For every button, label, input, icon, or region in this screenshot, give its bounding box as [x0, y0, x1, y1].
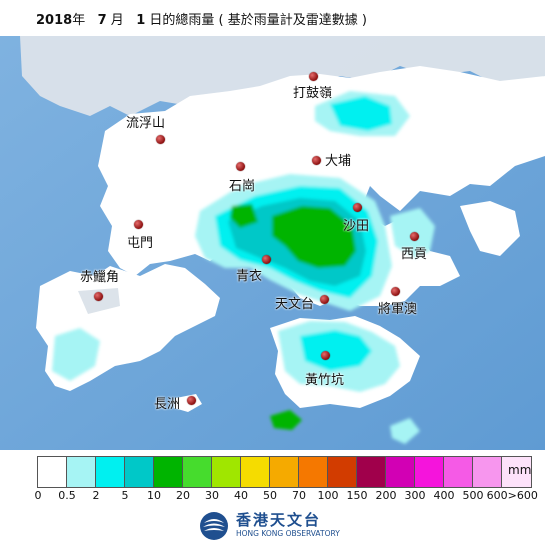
legend-swatch	[96, 457, 125, 487]
legend-tick-label: 300	[404, 489, 426, 502]
title-month: 7	[97, 13, 107, 28]
legend-tick-label: 100	[317, 489, 339, 502]
station-marker-observatory[interactable]	[320, 295, 329, 304]
map-title: 2018年 7 月 1 日的總雨量 ( 基於雨量計及雷達數據 )	[36, 9, 367, 28]
station-marker-tsing-yi[interactable]	[262, 255, 271, 264]
legend-swatch	[38, 457, 67, 487]
legend-tick-label: 40	[234, 489, 248, 502]
observatory-logo-icon	[200, 512, 228, 540]
title-rest: 日的總雨量 ( 基於雨量計及雷達數據 )	[149, 13, 367, 28]
legend-tick-label: 30	[205, 489, 219, 502]
legend-swatch	[444, 457, 473, 487]
place-label-sha-tin: 沙田	[343, 219, 370, 234]
station-marker-shek-kong[interactable]	[236, 162, 245, 171]
legend-swatch	[241, 457, 270, 487]
legend-tick-label: 50	[263, 489, 277, 502]
rain-2-island	[300, 330, 372, 371]
rainfall-map	[0, 36, 545, 450]
rain-light-south	[390, 418, 420, 444]
legend-swatch	[473, 457, 502, 487]
legend-swatch	[386, 457, 415, 487]
station-marker-sha-tin[interactable]	[353, 203, 362, 212]
rain-10-nt	[272, 206, 356, 268]
place-label-observatory: 天文台	[275, 297, 315, 312]
legend-swatch	[67, 457, 96, 487]
rainfall-overlay	[52, 91, 435, 444]
legend-swatch	[125, 457, 154, 487]
station-marker-tuen-mun[interactable]	[134, 220, 143, 229]
hko-logo: 香港天文台 HONG KONG OBSERVATORY	[196, 508, 356, 544]
station-marker-wong-chuk-hang[interactable]	[321, 351, 330, 360]
place-label-tseung-kwan-o: 將軍澳	[378, 302, 418, 317]
rain-light-lantau	[52, 328, 100, 381]
legend-tick-label: 20	[176, 489, 190, 502]
legend-swatch	[212, 457, 241, 487]
logo-text-cn: 香港天文台	[236, 511, 322, 529]
legend-tick-label: 0	[34, 489, 42, 502]
title-year: 2018	[36, 13, 73, 28]
shenzhen-land	[20, 36, 545, 116]
legend-tick-label: 200	[375, 489, 397, 502]
legend-swatch	[154, 457, 183, 487]
title-year-suffix: 年	[72, 13, 86, 28]
legend-swatch	[415, 457, 444, 487]
place-label-ta-kwu-ling: 打鼓嶺	[293, 86, 333, 101]
station-marker-lau-fau-shan[interactable]	[156, 135, 165, 144]
legend-swatch	[502, 457, 531, 487]
place-label-shek-kong: 石崗	[229, 179, 256, 194]
place-label-wong-chuk-hang: 黃竹坑	[305, 373, 345, 388]
title-day: 1	[136, 13, 146, 28]
station-marker-cheung-chau[interactable]	[187, 396, 196, 405]
place-label-lau-fau-shan: 流浮山	[126, 116, 166, 131]
legend-swatch	[357, 457, 386, 487]
legend-tick-label: 5	[121, 489, 129, 502]
station-marker-chek-lap-kok[interactable]	[94, 292, 103, 301]
rain-10-west	[230, 204, 258, 228]
legend-unit: mm	[508, 463, 532, 477]
legend-swatch	[183, 457, 212, 487]
station-marker-sai-kung[interactable]	[410, 232, 419, 241]
place-label-tsing-yi: 青衣	[236, 269, 263, 284]
legend-ticks: 0 0.5 2 5 10 20 30 40 50 70 100 150 200 300 400 500 600>…	[0, 489, 545, 503]
place-label-cheung-chau: 長洲	[154, 397, 181, 412]
title-month-suffix: 月	[110, 13, 124, 28]
place-label-sai-kung: 西貢	[401, 247, 428, 262]
station-marker-tai-po[interactable]	[312, 156, 321, 165]
station-marker-ta-kwu-ling[interactable]	[309, 72, 318, 81]
legend-tick-label: 500	[462, 489, 484, 502]
legend-tick-label: 150	[346, 489, 368, 502]
rain-2-tkl	[330, 96, 392, 131]
legend-swatch	[299, 457, 328, 487]
legend-swatch	[328, 457, 357, 487]
logo-text-en: HONG KONG OBSERVATORY	[236, 529, 340, 538]
station-marker-tseung-kwan-o[interactable]	[391, 287, 400, 296]
legend-tick-label: 70	[292, 489, 306, 502]
legend-tick-label: 600>600	[486, 489, 538, 502]
legend-tick-label: 400	[433, 489, 455, 502]
rainfall-legend	[37, 456, 532, 488]
legend-tick-label: 2	[92, 489, 100, 502]
place-label-tuen-mun: 屯門	[127, 236, 154, 251]
legend-tick-label: 0.5	[58, 489, 76, 502]
place-label-tai-po: 大埔	[325, 154, 352, 169]
legend-swatch	[270, 457, 299, 487]
place-label-chek-lap-kok: 赤鱲角	[80, 270, 120, 285]
legend-tick-label: 10	[147, 489, 161, 502]
rain-10-south	[270, 410, 302, 430]
